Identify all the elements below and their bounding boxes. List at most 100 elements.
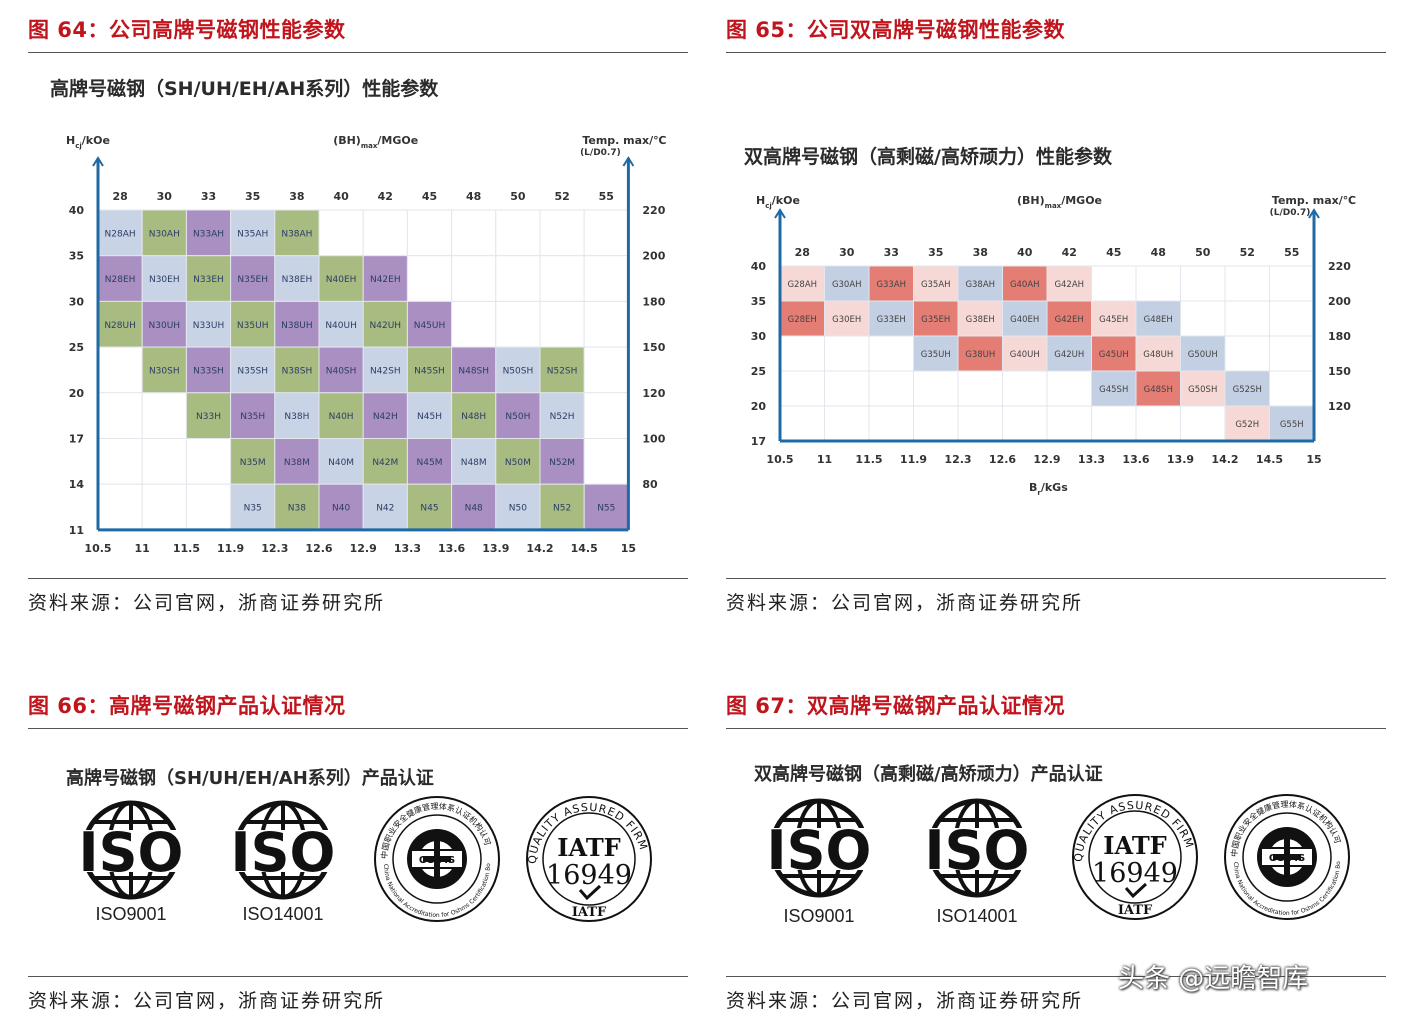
iatf-logo: QUALITY ASSURED FIRM IATF 16949 IATF: [524, 794, 654, 924]
heatmap-cell: [406, 300, 453, 348]
heatmap-cell: [1135, 405, 1181, 442]
iso14001-label: ISO14001: [936, 906, 1018, 926]
cell-label: N30SH: [149, 366, 180, 376]
cell-label: N35UH: [237, 321, 269, 331]
y-right-tick-label: 150: [642, 341, 665, 354]
heatmap-cell: [274, 483, 320, 531]
x-tick-label: 11: [135, 542, 150, 555]
top-tick-label: 35: [928, 246, 943, 259]
figure-64-subtitle: 高牌号磁钢（SH/UH/EH/AH系列）性能参数: [50, 78, 439, 100]
figure-67-subtitle: 双高牌号磁钢（高剩磁/高矫顽力）产品认证: [754, 764, 1103, 785]
heatmap-cell: [1046, 370, 1092, 407]
heatmap-cell: [406, 255, 453, 302]
cell-label: N35: [244, 504, 262, 514]
top-tick-label: 38: [973, 246, 988, 259]
heatmap-cell: [1224, 370, 1270, 407]
iatf-number-text: 16949: [1092, 858, 1178, 889]
cell-label: G28AH: [787, 280, 817, 290]
heatmap-cell: [824, 405, 870, 442]
heatmap-cell: [97, 483, 143, 531]
y-left-axis-label: Hcj/kOe: [66, 134, 110, 150]
figure-66-cert-row: ISO ISO9001 ISO ISO14001: [28, 789, 688, 950]
heatmap-cell: [1091, 370, 1137, 407]
iso9001-logo: ISO ISO9001: [64, 800, 198, 924]
cell-label: G38UH: [965, 350, 995, 360]
osms-mark: OS MS: [1269, 853, 1305, 864]
cell-label: G35EH: [921, 315, 950, 325]
iso-text: ISO: [925, 819, 1030, 882]
x-tick-label: 13.3: [1078, 453, 1105, 466]
x-tick-label: 10.5: [766, 453, 793, 466]
y-left-tick-label: 25: [751, 365, 766, 378]
iso9001-logo: ISO ISO9001: [752, 798, 886, 926]
top-tick-label: 55: [1284, 246, 1299, 259]
heatmap-cell: [451, 392, 497, 439]
heatmap-cell: [1002, 370, 1048, 407]
cell-label: N35H: [240, 412, 265, 422]
y-right-axis-sublabel: (L/D0.7): [580, 148, 621, 158]
y-left-tick-label: 35: [751, 295, 766, 308]
iso-globe-icon: ISO: [216, 800, 350, 900]
top-tick-label: 48: [466, 190, 481, 203]
heatmap-cell: [495, 483, 541, 531]
heatmap-cell: [318, 300, 364, 348]
heatmap-cell: [779, 405, 825, 442]
cell-label: N33UH: [193, 321, 225, 331]
top-tick-label: 52: [554, 190, 569, 203]
top-tick-label: 30: [839, 246, 855, 259]
heatmap-cell: [451, 346, 497, 394]
cell-label: N45UH: [414, 321, 446, 331]
figure-64-title: 图 64：公司高牌号磁钢性能参数: [28, 18, 346, 42]
figure-67-top-rule: [726, 728, 1386, 729]
y-left-tick-label: 11: [69, 524, 84, 537]
osms-seal-icon: OS MS 中国职业安全健康管理体系认证机构认可 China National …: [1220, 787, 1350, 920]
cell-label: N35M: [240, 458, 266, 468]
cell-label: N42EH: [370, 275, 401, 285]
heatmap-cell: [362, 483, 408, 531]
heatmap-cell: [583, 346, 629, 394]
cell-label: N40EH: [326, 275, 357, 285]
figure-66-source: 资料来源：公司官网，浙商证券研究所: [28, 990, 386, 1012]
figure-64-source: 资料来源：公司官网，浙商证券研究所: [28, 592, 386, 614]
figure-65-title: 图 65：公司双高牌号磁钢性能参数: [726, 18, 1066, 42]
y-right-tick-label: 220: [642, 204, 665, 217]
heatmap-cell: [957, 370, 1003, 407]
heatmap-cell: [913, 370, 959, 407]
iso9001-label: ISO9001: [95, 904, 167, 924]
x-tick-label: 14.2: [1211, 453, 1238, 466]
heatmap-cell: [406, 209, 453, 257]
heatmap-cell: [141, 483, 187, 531]
heatmap-cell: [185, 346, 232, 394]
cell-label: N33AH: [193, 229, 224, 239]
cell-label: G52H: [1235, 420, 1259, 430]
heatmap-cell: [583, 300, 629, 348]
heatmap-cell: [1269, 265, 1315, 302]
cell-label: N55: [597, 504, 615, 514]
figure-67-bottom-rule: [726, 976, 1386, 977]
heatmap-cell: [1091, 335, 1137, 372]
cell-label: G48SH: [1144, 385, 1173, 395]
cell-label: G38EH: [966, 315, 995, 325]
top-tick-label: 45: [422, 190, 437, 203]
cell-label: N45M: [417, 458, 443, 468]
y-right-tick-label: 80: [642, 478, 658, 491]
cell-label: N28AH: [105, 229, 136, 239]
heatmap-cell: [230, 300, 276, 348]
cell-label: N38: [288, 504, 306, 514]
x-tick-label: 13.3: [394, 542, 421, 555]
figure-67-title: 图 67：双高牌号磁钢产品认证情况: [726, 694, 1066, 718]
heatmap-cell: [141, 209, 187, 257]
top-tick-label: 48: [1151, 246, 1166, 259]
top-tick-label: 55: [599, 190, 614, 203]
top-tick-label: 42: [1062, 246, 1077, 259]
heatmap-cell: [141, 438, 187, 485]
x-tick-label: 12.6: [305, 542, 332, 555]
heatmap-cell: [406, 346, 453, 394]
osms-seal-icon: OS MS 中国职业安全健康管理体系认证机构认可 China National …: [370, 789, 500, 922]
top-tick-label: 45: [1106, 246, 1121, 259]
top-tick-label: 33: [201, 190, 216, 203]
cell-label: G48EH: [1144, 315, 1173, 325]
cell-label: N48M: [461, 458, 487, 468]
heatmap-cell: [1180, 335, 1226, 372]
heatmap-cell: [1091, 265, 1137, 302]
